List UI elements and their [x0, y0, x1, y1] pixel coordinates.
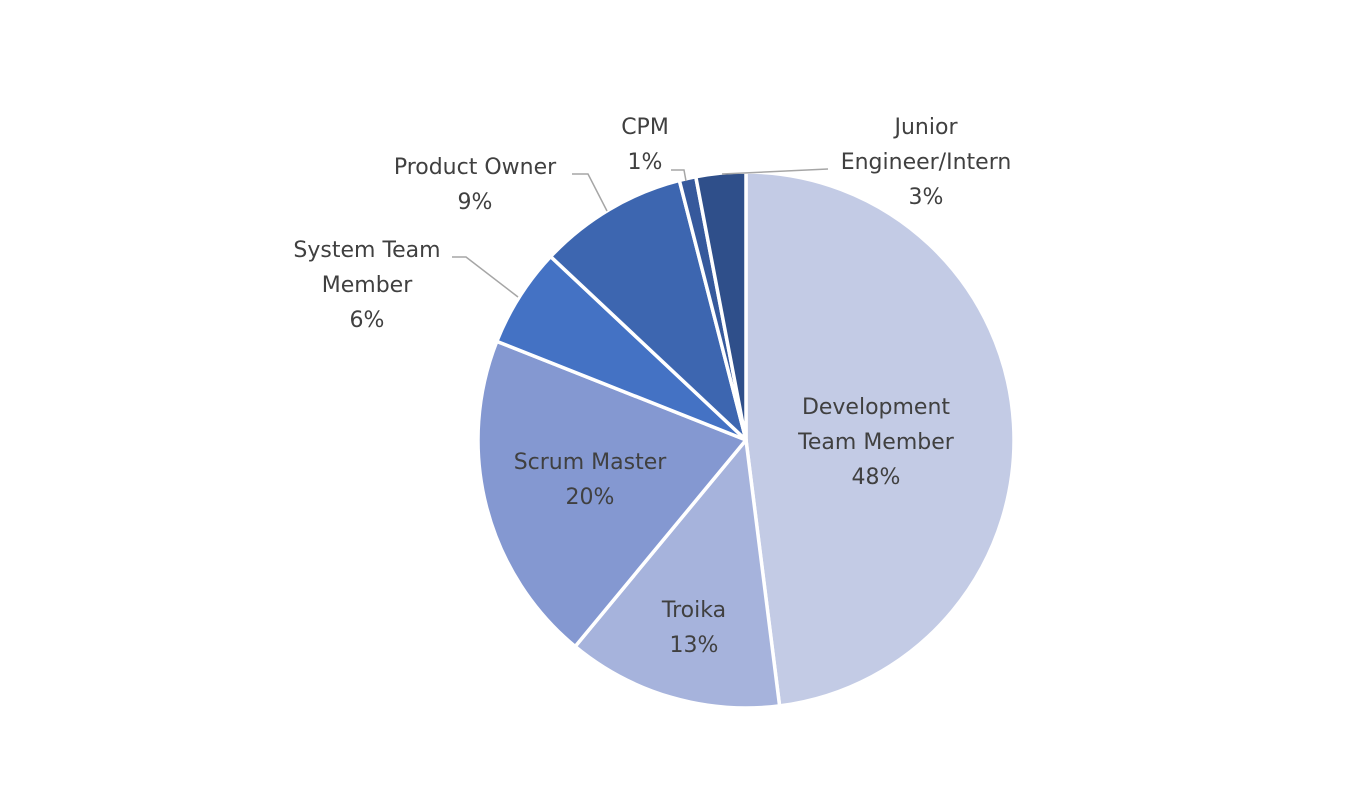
- pie-slice-development-team-member: [744, 170, 1016, 708]
- pie-slice-product-owner: [548, 178, 748, 442]
- data-label-value: 1%: [628, 150, 663, 175]
- pie-slice-scrum-master: [476, 339, 748, 649]
- data-label-category: CPM: [621, 115, 669, 140]
- data-label-scrum-master: Scrum Master 20%: [514, 450, 668, 510]
- data-label-junior-engineer-intern: Junior Engineer/Intern 3%: [841, 115, 1012, 210]
- data-label-category: Development: [802, 395, 950, 420]
- data-label-category: Engineer/Intern: [841, 150, 1012, 175]
- data-label-value: 9%: [458, 190, 493, 215]
- data-label-value: 3%: [909, 185, 944, 210]
- data-label-category: Junior: [893, 115, 959, 140]
- data-label-system-team-member: System Team Member 6%: [293, 238, 440, 333]
- data-label-value: 48%: [852, 465, 901, 490]
- data-label-development-team-member: Development Team Member 48%: [797, 395, 955, 490]
- data-label-value: 13%: [670, 633, 719, 658]
- data-label-category: Troika: [661, 598, 726, 623]
- pie-slice-troika: [573, 438, 782, 710]
- data-label-value: 20%: [566, 485, 615, 510]
- data-label-troika: Troika 13%: [661, 598, 726, 658]
- pie-slices: [476, 170, 1016, 710]
- data-labels: Development Team Member 48% Troika 13% Scrum …: [293, 115, 1011, 658]
- leader-line-cpm: [671, 169, 687, 182]
- pie-slice-junior-engineer-intern: [694, 170, 748, 442]
- data-label-category: System Team: [293, 238, 440, 263]
- data-label-category: Scrum Master: [514, 450, 668, 475]
- data-label-category: Team Member: [797, 430, 955, 455]
- leader-lines: [452, 168, 829, 298]
- data-label-cpm: CPM 1%: [621, 115, 669, 175]
- data-label-product-owner: Product Owner 9%: [394, 155, 557, 215]
- leader-line-junior-engineer-intern: [721, 168, 829, 175]
- data-label-value: 6%: [350, 308, 385, 333]
- leader-line-product-owner: [572, 173, 608, 212]
- leader-line-system-team-member: [452, 256, 519, 298]
- data-label-category: Member: [322, 273, 413, 298]
- data-label-category: Product Owner: [394, 155, 557, 180]
